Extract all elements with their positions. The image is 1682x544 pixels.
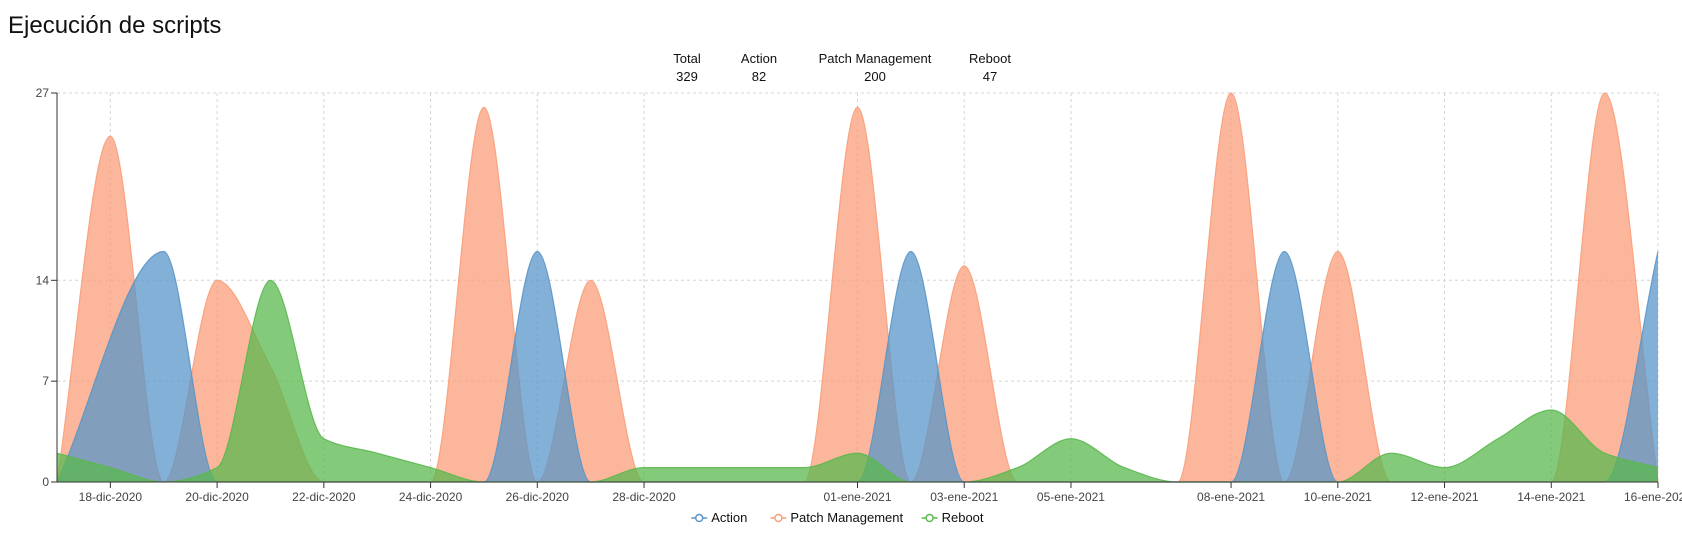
- area-reboot: [57, 280, 1658, 482]
- summary-patch: Patch Management 200: [810, 50, 940, 86]
- summary-patch-value: 200: [864, 69, 886, 84]
- x-tick-label: 26-dic-2020: [506, 490, 570, 504]
- summary-action-label: Action: [740, 51, 778, 66]
- x-tick-label: 16-ene-2021: [1624, 490, 1682, 504]
- summary-total-label: Total: [673, 51, 701, 66]
- y-tick-label: 27: [36, 86, 50, 100]
- x-tick-label: 24-dic-2020: [399, 490, 463, 504]
- legend-label-patch-management: Patch Management: [790, 510, 903, 525]
- summary-reboot-label: Reboot: [969, 51, 1011, 66]
- y-tick-label: 7: [42, 374, 49, 388]
- x-tick-label: 10-ene-2021: [1304, 490, 1372, 504]
- x-tick-label: 28-dic-2020: [612, 490, 676, 504]
- x-tick-label: 03-ene-2021: [930, 490, 998, 504]
- y-tick-label: 14: [36, 273, 50, 287]
- x-tick-label: 12-ene-2021: [1411, 490, 1479, 504]
- series-areas: [56, 92, 1659, 483]
- x-tick-label: 08-ene-2021: [1197, 490, 1265, 504]
- summary-total: Total 329: [662, 50, 712, 86]
- legend-marker-patch-management: [774, 513, 783, 523]
- summary-action: Action 82: [734, 50, 784, 86]
- x-tick-label: 20-dic-2020: [185, 490, 249, 504]
- area-action: [57, 251, 1658, 482]
- y-axis-ticks: 0 7 14 27: [36, 86, 57, 489]
- line-reboot: [56, 279, 1659, 483]
- summary-total-value: 329: [676, 69, 698, 84]
- summary-action-value: 82: [751, 69, 767, 84]
- summary-patch-label: Patch Management: [818, 51, 932, 66]
- legend-marker-action: [694, 513, 704, 523]
- x-tick-label: 22-dic-2020: [292, 490, 356, 504]
- legend-label-reboot: Reboot: [942, 510, 984, 525]
- x-tick-label: 18-dic-2020: [79, 490, 143, 504]
- summary-reboot: Reboot 47: [960, 50, 1020, 86]
- x-tick-label: 01-ene-2021: [823, 490, 891, 504]
- legend: Action Patch Management Reboot: [691, 510, 984, 525]
- summary-reboot-value: 47: [982, 69, 998, 84]
- x-tick-label: 14-ene-2021: [1517, 490, 1585, 504]
- x-tick-label: 05-ene-2021: [1037, 490, 1105, 504]
- y-tick-label: 0: [42, 475, 49, 489]
- x-axis-ticks: 18-dic-2020 20-dic-2020 22-dic-2020 24-dic-…: [79, 482, 1682, 504]
- chart-title: Ejecución de scripts: [8, 12, 222, 39]
- legend-label-action: Action: [711, 510, 747, 525]
- legend-marker-reboot: [925, 513, 934, 523]
